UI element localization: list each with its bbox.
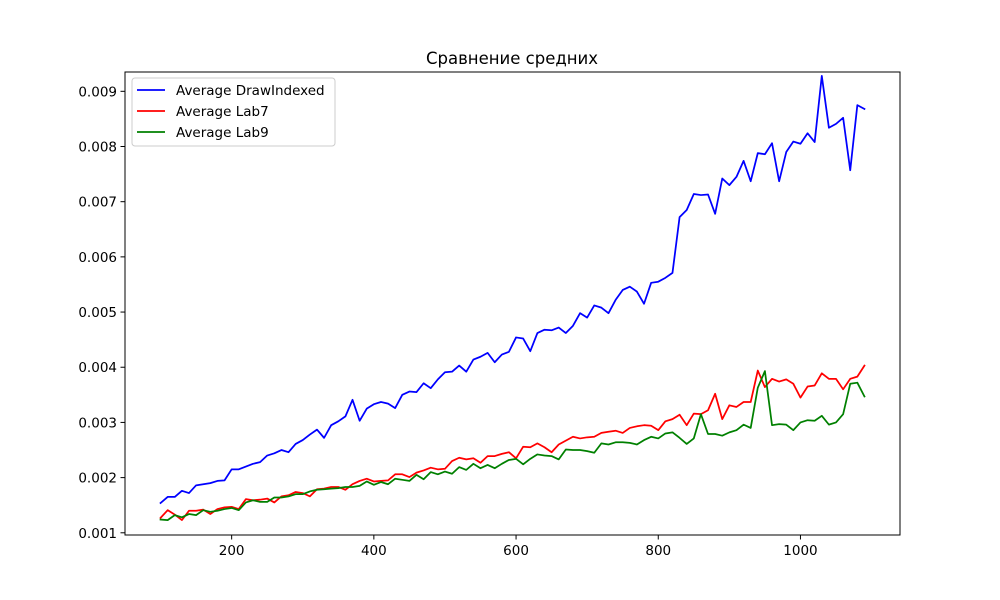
plot-area-frame	[124, 71, 901, 536]
x-axis: 200 400 600 800 1000	[219, 535, 818, 559]
y-tick-label: 0.006	[78, 250, 117, 266]
x-tick-label: 400	[361, 543, 387, 559]
y-axis: 0.001 0.002 0.003 0.004 0.005 0.006 0.007 0.008…	[78, 84, 125, 542]
legend-box	[131, 77, 336, 147]
y-tick-label: 0.005	[78, 305, 117, 321]
legend: Average DrawIndexed Average Lab7 Average L…	[131, 77, 336, 147]
x-tick-label: 1000	[783, 543, 817, 559]
y-tick-label: 0.007	[78, 195, 117, 211]
y-tick-label: 0.009	[78, 84, 117, 100]
x-tick-label: 800	[645, 543, 671, 559]
y-tick-label: 0.001	[78, 526, 117, 542]
y-tick-label: 0.008	[78, 139, 117, 155]
series-line-0	[159, 74, 866, 505]
y-tick-label: 0.003	[78, 415, 117, 431]
y-tick-label: 0.002	[78, 471, 117, 487]
x-tick-label: 200	[219, 543, 245, 559]
legend-label-0: Average DrawIndexed	[176, 83, 325, 99]
series-line-2	[159, 370, 866, 521]
chart-title: Сравнение средних	[426, 49, 598, 68]
series-line-1	[159, 364, 866, 521]
y-tick-label: 0.004	[78, 360, 117, 376]
x-tick-label: 600	[503, 543, 529, 559]
series-lines	[159, 74, 866, 521]
legend-label-2: Average Lab9	[176, 125, 269, 141]
legend-label-1: Average Lab7	[176, 104, 269, 120]
